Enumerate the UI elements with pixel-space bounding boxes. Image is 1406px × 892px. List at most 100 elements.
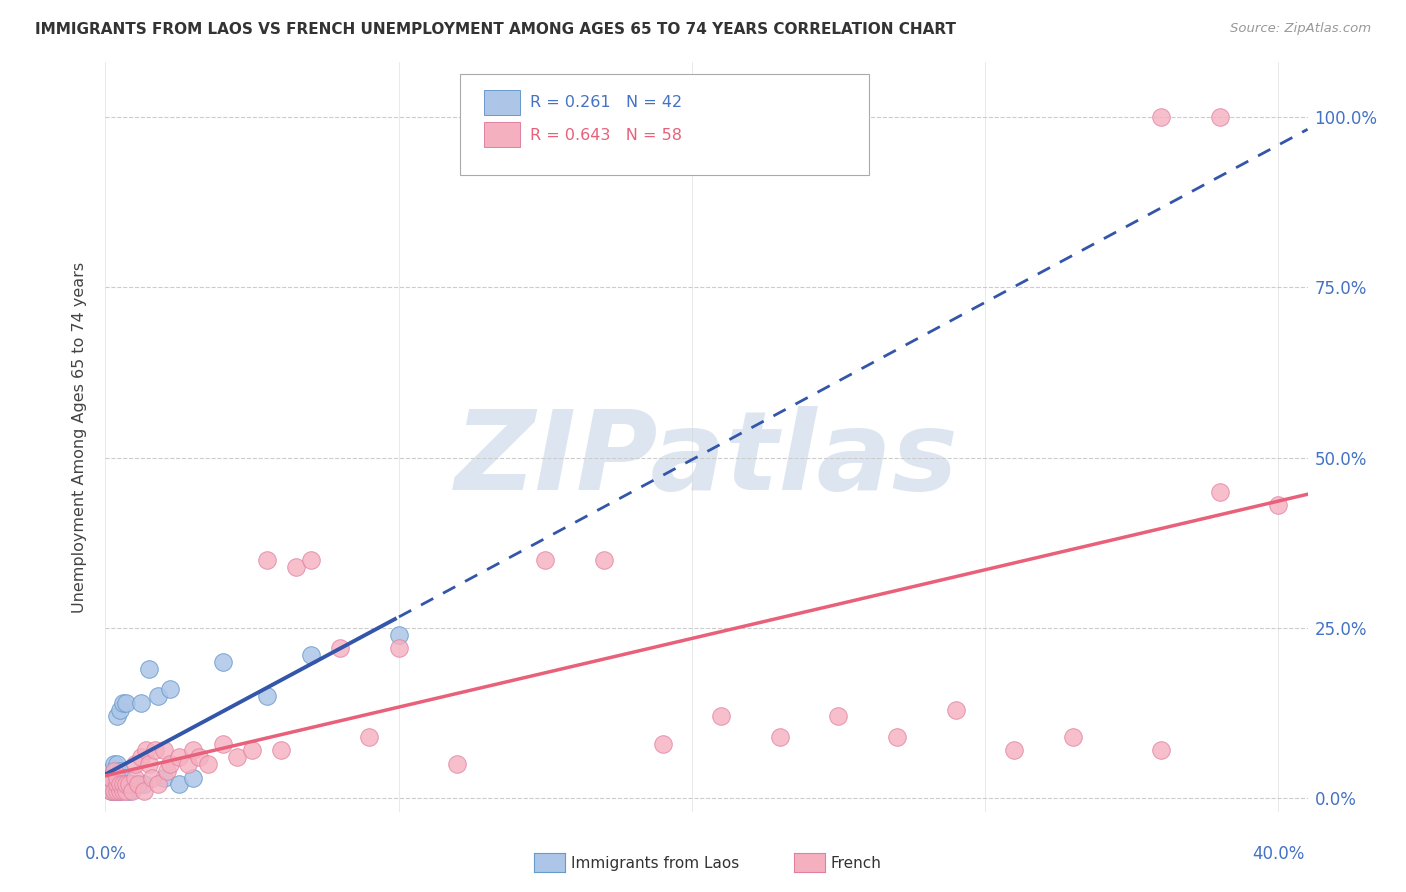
Point <box>112 777 135 791</box>
FancyBboxPatch shape <box>484 90 520 115</box>
Point <box>105 777 128 791</box>
Text: R = 0.643   N = 58: R = 0.643 N = 58 <box>530 128 682 143</box>
Point <box>593 552 616 566</box>
Point <box>118 784 141 798</box>
Point <box>143 743 166 757</box>
Text: Source: ZipAtlas.com: Source: ZipAtlas.com <box>1230 22 1371 36</box>
Point <box>156 764 179 778</box>
Text: R = 0.261   N = 42: R = 0.261 N = 42 <box>530 95 682 110</box>
Point <box>183 743 205 757</box>
Point <box>132 784 155 798</box>
Point <box>108 764 131 778</box>
Text: 40.0%: 40.0% <box>1253 846 1305 863</box>
Point <box>124 777 146 791</box>
Text: Immigrants from Laos: Immigrants from Laos <box>571 856 740 871</box>
Point <box>108 702 131 716</box>
Point <box>108 784 131 798</box>
Point <box>153 771 176 785</box>
Point <box>138 757 160 772</box>
Point <box>211 737 233 751</box>
Point <box>1150 743 1173 757</box>
Text: French: French <box>831 856 882 871</box>
Point <box>108 771 131 785</box>
Point <box>121 777 143 791</box>
Point <box>1002 743 1025 757</box>
Point <box>127 777 149 791</box>
Point <box>148 777 170 791</box>
Point <box>1062 730 1084 744</box>
Point <box>135 743 157 757</box>
Point <box>105 709 128 723</box>
FancyBboxPatch shape <box>484 122 520 147</box>
Point <box>270 743 292 757</box>
Point <box>256 552 278 566</box>
Point <box>534 552 557 566</box>
Point <box>100 784 122 798</box>
Point <box>138 662 160 676</box>
Point <box>105 777 128 791</box>
Point <box>115 777 138 791</box>
Point <box>299 552 322 566</box>
Point <box>97 771 120 785</box>
Point <box>188 750 211 764</box>
Point <box>97 777 120 791</box>
Point <box>100 764 122 778</box>
Point <box>240 743 263 757</box>
Point <box>388 627 411 641</box>
Point <box>108 777 131 791</box>
Point <box>112 771 135 785</box>
Point <box>100 771 122 785</box>
Point <box>103 784 125 798</box>
Point <box>103 784 125 798</box>
Point <box>108 777 131 791</box>
Point <box>124 757 146 772</box>
Point <box>103 757 125 772</box>
Text: 0.0%: 0.0% <box>84 846 127 863</box>
Point <box>1267 498 1289 512</box>
Point <box>153 743 176 757</box>
Point <box>132 777 155 791</box>
Point <box>945 702 967 716</box>
Point <box>299 648 322 662</box>
Point <box>167 750 190 764</box>
Point <box>329 641 352 656</box>
Point <box>211 655 233 669</box>
Point <box>105 784 128 798</box>
Point <box>115 777 138 791</box>
Point <box>121 784 143 798</box>
Point <box>388 641 411 656</box>
Point <box>105 771 128 785</box>
Point <box>105 764 128 778</box>
Point <box>103 777 125 791</box>
Point <box>105 771 128 785</box>
Point <box>100 771 122 785</box>
Point <box>651 737 673 751</box>
Point <box>446 757 468 772</box>
Point <box>197 757 219 772</box>
Point <box>1208 484 1230 499</box>
Point <box>176 757 198 772</box>
Point <box>118 777 141 791</box>
Point <box>108 784 131 798</box>
Point <box>159 757 181 772</box>
Point <box>1208 110 1230 124</box>
Point <box>115 696 138 710</box>
Point <box>103 771 125 785</box>
Point <box>103 764 125 778</box>
Point <box>112 784 135 798</box>
Point <box>159 682 181 697</box>
Text: IMMIGRANTS FROM LAOS VS FRENCH UNEMPLOYMENT AMONG AGES 65 TO 74 YEARS CORRELATIO: IMMIGRANTS FROM LAOS VS FRENCH UNEMPLOYM… <box>35 22 956 37</box>
Text: ZIPatlas: ZIPatlas <box>454 406 959 513</box>
Point <box>112 777 135 791</box>
Point <box>183 771 205 785</box>
Point <box>129 750 152 764</box>
FancyBboxPatch shape <box>460 74 869 175</box>
Point <box>769 730 792 744</box>
Point <box>103 764 125 778</box>
Point <box>115 784 138 798</box>
Point <box>141 771 163 785</box>
Point <box>112 696 135 710</box>
Point <box>167 777 190 791</box>
Point <box>100 784 122 798</box>
Point <box>124 771 146 785</box>
